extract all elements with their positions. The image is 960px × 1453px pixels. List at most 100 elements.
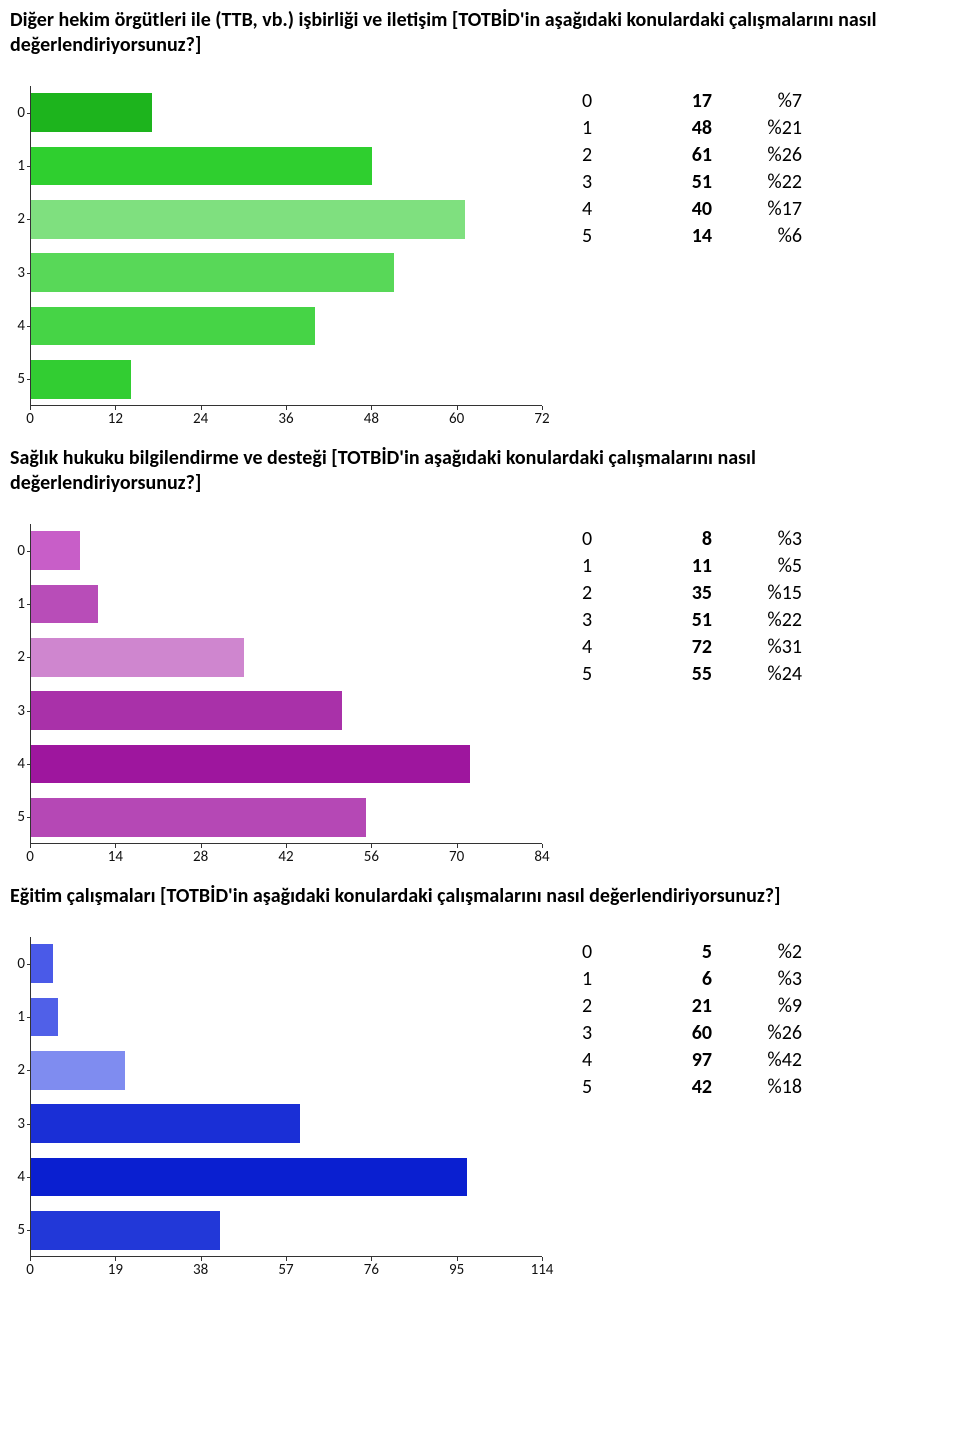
table-key: 2: [582, 993, 642, 1020]
bar: [31, 1104, 300, 1142]
table-key: 0: [582, 88, 642, 115]
section-content-row: 012345014284256708408%3111%5235%15351%22…: [10, 524, 950, 866]
bar: [31, 93, 152, 131]
table-key: 2: [582, 580, 642, 607]
table-percent: %3: [712, 966, 802, 993]
table-row: 555%24: [582, 661, 802, 688]
table-key: 1: [582, 115, 642, 142]
bar-slot: 2: [31, 193, 542, 246]
table-percent: %5: [712, 553, 802, 580]
y-axis-tick: [27, 551, 31, 552]
bar: [31, 638, 244, 676]
section-title: Eğitim çalışmaları [TOTBİD'in aşağıdaki …: [10, 884, 950, 909]
bar: [31, 998, 58, 1036]
table-percent: %18: [712, 1074, 802, 1101]
x-axis-label: 95: [449, 1261, 464, 1279]
data-table: 017%7148%21261%26351%22440%17514%6: [582, 86, 802, 250]
bar-slot: 2: [31, 631, 542, 684]
x-axis-label: 56: [364, 848, 379, 866]
survey-section: Sağlık hukuku bilgilendirme ve desteği […: [10, 446, 950, 866]
x-axis-label: 28: [193, 848, 208, 866]
table-key: 4: [582, 634, 642, 661]
bar: [31, 307, 315, 345]
bar: [31, 360, 131, 398]
table-count: 40: [642, 196, 712, 223]
table-percent: %22: [712, 607, 802, 634]
table-count: 51: [642, 169, 712, 196]
bar-slot: 3: [31, 684, 542, 737]
table-count: 97: [642, 1047, 712, 1074]
bar-slot: 0: [31, 86, 542, 139]
table-row: 148%21: [582, 115, 802, 142]
table-count: 21: [642, 993, 712, 1020]
x-axis-label: 70: [449, 848, 464, 866]
table-count: 60: [642, 1020, 712, 1047]
x-axis-label: 114: [531, 1261, 554, 1279]
x-axis-label: 0: [26, 848, 34, 866]
table-count: 5: [642, 939, 712, 966]
bar-slot: 2: [31, 1044, 542, 1097]
table-count: 51: [642, 607, 712, 634]
y-axis-tick: [27, 657, 31, 658]
plot-area: 012345: [30, 524, 542, 844]
table-row: 08%3: [582, 526, 802, 553]
table-row: 360%26: [582, 1020, 802, 1047]
section-title: Diğer hekim örgütleri ile (TTB, vb.) işb…: [10, 8, 950, 58]
table-row: 017%7: [582, 88, 802, 115]
bar-chart: 0123450122436486072: [10, 86, 542, 428]
table-count: 35: [642, 580, 712, 607]
table-count: 61: [642, 142, 712, 169]
x-axis-label: 38: [193, 1261, 208, 1279]
x-axis-label: 84: [534, 848, 549, 866]
y-axis-tick: [27, 1230, 31, 1231]
bar: [31, 944, 53, 982]
table-key: 5: [582, 1074, 642, 1101]
x-axis-label: 48: [364, 410, 379, 428]
table-row: 05%2: [582, 939, 802, 966]
table-count: 11: [642, 553, 712, 580]
y-axis-tick: [27, 604, 31, 605]
x-axis-label: 24: [193, 410, 208, 428]
data-table: 05%216%3221%9360%26497%42542%18: [582, 937, 802, 1101]
table-row: 235%15: [582, 580, 802, 607]
x-axis-label: 14: [108, 848, 123, 866]
bar: [31, 691, 342, 729]
y-axis-tick: [27, 817, 31, 818]
bar-slot: 3: [31, 246, 542, 299]
bar: [31, 200, 465, 238]
y-axis-tick: [27, 964, 31, 965]
table-count: 8: [642, 526, 712, 553]
y-axis-tick: [27, 379, 31, 380]
x-axis-label: 0: [26, 410, 34, 428]
bar-slot: 4: [31, 299, 542, 352]
x-axis-label: 60: [449, 410, 464, 428]
x-axis-label: 76: [364, 1261, 379, 1279]
table-row: 261%26: [582, 142, 802, 169]
table-percent: %3: [712, 526, 802, 553]
y-axis-tick: [27, 326, 31, 327]
table-row: 514%6: [582, 223, 802, 250]
table-row: 472%31: [582, 634, 802, 661]
bar-slot: 5: [31, 791, 542, 844]
bar: [31, 745, 470, 783]
table-key: 3: [582, 169, 642, 196]
y-axis-tick: [27, 711, 31, 712]
bar-slot: 0: [31, 524, 542, 577]
y-axis-tick: [27, 764, 31, 765]
table-key: 0: [582, 526, 642, 553]
plot-area: 012345: [30, 937, 542, 1257]
table-percent: %42: [712, 1047, 802, 1074]
y-axis-tick: [27, 1177, 31, 1178]
y-axis-tick: [27, 166, 31, 167]
table-percent: %9: [712, 993, 802, 1020]
bar-slot: 4: [31, 737, 542, 790]
x-axis: 0142842567084: [30, 844, 542, 866]
table-percent: %7: [712, 88, 802, 115]
bar-slot: 1: [31, 990, 542, 1043]
table-row: 440%17: [582, 196, 802, 223]
y-axis-tick: [27, 219, 31, 220]
survey-section: Eğitim çalışmaları [TOTBİD'in aşağıdaki …: [10, 884, 950, 1279]
table-percent: %26: [712, 1020, 802, 1047]
table-percent: %17: [712, 196, 802, 223]
table-percent: %26: [712, 142, 802, 169]
